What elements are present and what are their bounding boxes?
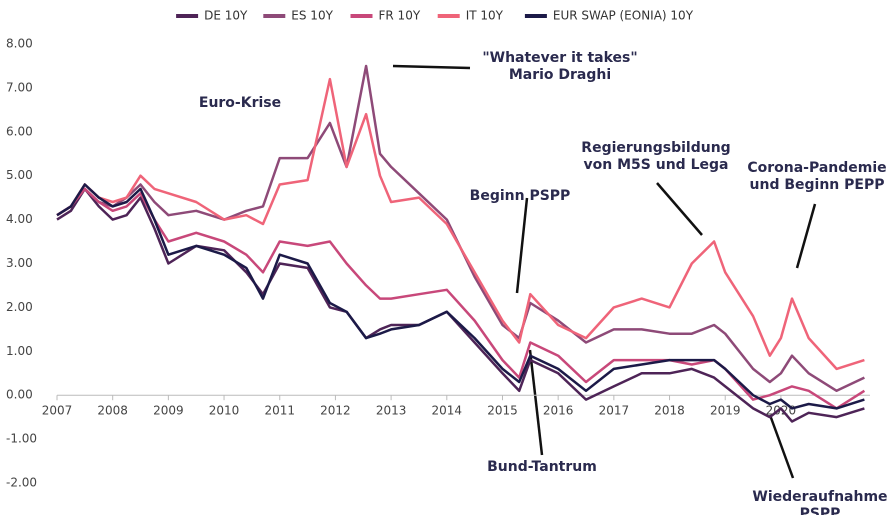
x-tick-label: 2018 [654,404,685,418]
pointer [795,203,817,269]
annotation-pointers [392,64,817,479]
annotation: Wiederaufnahme [752,489,887,505]
series-line [56,183,865,410]
x-tick-label: 2013 [376,404,407,418]
annotation: Euro-Krise [199,95,281,111]
y-tick-label: 8.00 [6,37,33,51]
x-tick-label: 2019 [710,404,741,418]
legend-label: ES 10Y [291,9,333,23]
annotation: und Beginn PEPP [750,177,885,193]
y-tick-label: 2.00 [6,300,33,314]
annotation: Bund-Tantrum [487,459,597,475]
y-tick-label: -2.00 [6,476,37,490]
x-tick-label: 2017 [599,404,630,418]
pointer [528,349,544,456]
x-tick-label: 2009 [153,404,184,418]
x-tick-label: 2012 [320,404,351,418]
x-tick-label: 2014 [432,404,463,418]
annotation: Mario Draghi [509,67,611,83]
y-tick-label: 7.00 [6,80,33,94]
y-tick-label: 6.00 [6,124,33,138]
y-tick-label: 0.00 [6,388,33,402]
y-tick-label: 1.00 [6,344,33,358]
x-tick-label: 2007 [42,404,73,418]
legend-label: IT 10Y [466,9,504,23]
y-tick-label: 4.00 [6,212,33,226]
pointer [392,64,471,70]
annotation: PSPP [800,506,841,515]
annotation: "Whatever it takes" [482,50,637,66]
x-tick-label: 2016 [543,404,574,418]
y-tick-label: 3.00 [6,256,33,270]
pointer [656,182,703,236]
y-tick-label: -1.00 [6,432,37,446]
annotation: Corona-Pandemie [747,160,886,176]
x-tick-label: 2015 [487,404,518,418]
legend-label: DE 10Y [204,9,248,23]
series-line [56,77,865,371]
pointer [515,197,529,294]
x-tick-label: 2010 [209,404,240,418]
legend-label: EUR SWAP (EONIA) 10Y [553,9,694,23]
series-line [56,64,865,393]
x-tick-label: 2008 [97,404,128,418]
annotation: Beginn PSPP [470,188,571,204]
annotation: Regierungsbildung [581,140,730,156]
legend-label: FR 10Y [379,9,421,23]
y-tick-label: 5.00 [6,168,33,182]
pointer [768,414,795,479]
annotation: von M5S und Lega [584,157,729,173]
x-tick-label: 2011 [264,404,295,418]
